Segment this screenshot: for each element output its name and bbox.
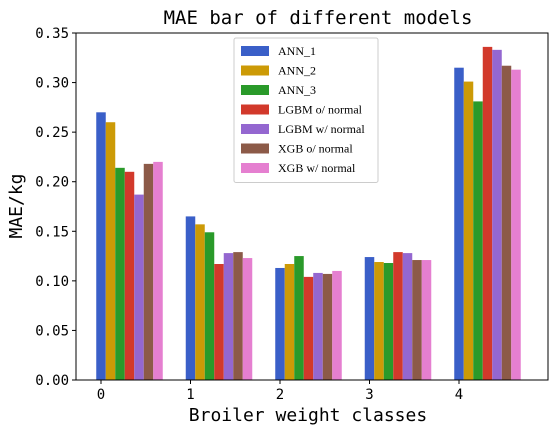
- chart-title: MAE bar of different models: [164, 7, 473, 29]
- bar-xgb-w-normal-class-4: [511, 69, 521, 381]
- bar-xgb-o-normal-class-3: [412, 260, 422, 380]
- legend-label: ANN_3: [278, 83, 316, 97]
- legend-label: XGB o/ normal: [278, 142, 353, 156]
- bar-ann-2-class-4: [463, 81, 474, 380]
- bar-ann-2-class-1: [195, 224, 205, 380]
- bar-lgbm-o-normal-class-3: [393, 252, 403, 380]
- x-ticks-group: 0 1 2 3 4: [97, 380, 463, 403]
- bar-ann-1-class-0: [96, 112, 106, 380]
- y-tick-label: 0.15: [35, 224, 69, 240]
- legend-label: LGBM o/ normal: [278, 103, 363, 117]
- y-tick-label: 0.20: [35, 175, 69, 191]
- y-tick-label: 0.25: [35, 125, 69, 141]
- bar-ann-3-class-0: [115, 167, 125, 380]
- legend-label: LGBM w/ normal: [278, 122, 365, 136]
- x-tick-label: 4: [455, 387, 463, 403]
- legend-swatch: [241, 143, 269, 154]
- legend-label: XGB w/ normal: [278, 161, 356, 175]
- legend-swatch: [241, 85, 269, 95]
- legend: ANN_1 ANN_2 ANN_3 LGBM o/ normal LGBM w/ nor…: [233, 37, 379, 183]
- x-tick-label: 3: [365, 387, 373, 403]
- x-axis-label: Broiler weight classes: [189, 405, 427, 426]
- legend-swatch: [241, 104, 269, 115]
- bar-ann-2-class-0: [105, 122, 116, 380]
- y-tick-label: 0.10: [35, 274, 69, 290]
- y-axis-label: MAE/kg: [6, 173, 27, 238]
- bar-lgbm-o-normal-class-0: [124, 171, 135, 380]
- bar-ann-1-class-2: [275, 267, 285, 380]
- bar-ann-2-class-2: [284, 264, 295, 380]
- bar-ann-1-class-3: [364, 257, 375, 380]
- bar-lgbm-w-normal-class-2: [313, 272, 323, 380]
- bar-ann-3-class-1: [204, 232, 215, 380]
- bar-ann-1-class-1: [185, 216, 196, 380]
- bar-xgb-w-normal-class-3: [421, 260, 432, 380]
- bar-lgbm-o-normal-class-2: [303, 276, 314, 380]
- y-ticks-group: 0.00 0.05 0.10 0.15 0.20 0.25 0.30 0.35: [35, 26, 76, 389]
- bar-ann-3-class-4: [473, 101, 483, 380]
- bar-xgb-o-normal-class-0: [143, 163, 154, 380]
- legend-swatch: [241, 65, 269, 76]
- y-tick-label: 0.30: [35, 76, 69, 92]
- bar-ann-1-class-4: [454, 67, 464, 380]
- bar-ann-3-class-3: [383, 263, 394, 380]
- bar-xgb-o-normal-class-1: [233, 252, 243, 380]
- legend-swatch: [241, 163, 269, 173]
- plot-frame: [75, 32, 549, 381]
- bars-group: [96, 46, 521, 381]
- bar-ann-3-class-2: [294, 256, 304, 380]
- legend-box: [233, 37, 379, 183]
- bar-ann-2-class-3: [374, 262, 384, 380]
- legend-swatch: [241, 124, 269, 134]
- legend-swatch: [241, 46, 269, 56]
- bar-lgbm-o-normal-class-4: [482, 46, 493, 380]
- bar-xgb-w-normal-class-0: [153, 161, 163, 380]
- bar-lgbm-w-normal-class-4: [492, 49, 502, 380]
- x-tick-label: 1: [186, 387, 194, 403]
- y-tick-label: 0.05: [35, 323, 69, 339]
- bar-lgbm-w-normal-class-0: [134, 194, 144, 380]
- x-tick-label: 2: [276, 387, 284, 403]
- y-tick-label: 0.00: [35, 373, 69, 389]
- legend-label: ANN_1: [278, 44, 316, 58]
- y-tick-label: 0.35: [35, 26, 69, 42]
- bar-xgb-o-normal-class-4: [501, 65, 512, 380]
- bar-lgbm-w-normal-class-1: [223, 253, 234, 380]
- bar-lgbm-o-normal-class-1: [214, 264, 224, 380]
- bar-lgbm-w-normal-class-3: [402, 253, 413, 380]
- bar-xgb-w-normal-class-1: [242, 258, 253, 380]
- x-tick-label: 0: [97, 387, 105, 403]
- bar-xgb-o-normal-class-2: [322, 273, 333, 380]
- bar-xgb-w-normal-class-2: [332, 270, 342, 380]
- legend-label: ANN_2: [278, 64, 316, 78]
